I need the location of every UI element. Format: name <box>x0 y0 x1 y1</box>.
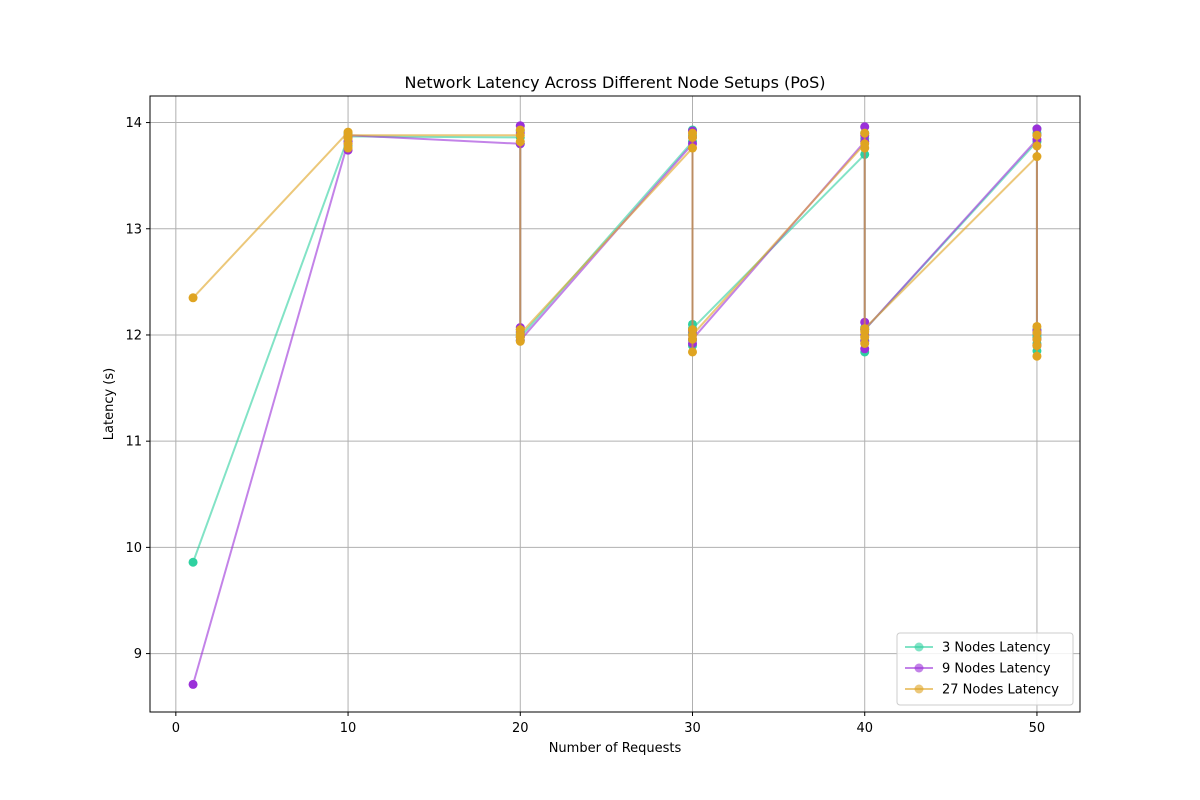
legend-box <box>896 632 1074 706</box>
data-point <box>688 128 697 138</box>
x-axis-label: Number of Requests <box>549 741 682 756</box>
x-tick-label: 0 <box>172 721 180 736</box>
x-tick-label: 30 <box>684 721 701 736</box>
x-tick-label: 10 <box>340 721 357 736</box>
data-point <box>688 330 697 340</box>
data-point <box>860 338 870 348</box>
data-point <box>343 143 353 153</box>
y-tick-label: 12 <box>125 328 142 343</box>
legend-label: 3 Nodes Latency <box>942 641 1051 656</box>
data-point <box>515 137 525 147</box>
data-point <box>1032 124 1042 134</box>
legend-swatch-marker <box>914 642 924 652</box>
legend-item: 3 Nodes Latency <box>905 641 1051 656</box>
data-point <box>1032 351 1042 361</box>
data-point <box>515 125 525 135</box>
y-tick-label: 11 <box>125 435 142 450</box>
data-point <box>1032 141 1042 151</box>
data-point <box>860 332 870 342</box>
legend-item: 27 Nodes Latency <box>905 683 1059 698</box>
data-point <box>188 557 198 567</box>
data-point <box>343 130 353 140</box>
chart-title: Network Latency Across Different Node Se… <box>405 73 826 92</box>
plot-frame <box>149 95 1081 713</box>
legend-item: 9 Nodes Latency <box>905 662 1051 677</box>
data-point <box>860 324 870 334</box>
legend-swatch-marker <box>914 663 924 673</box>
data-point <box>1032 341 1042 351</box>
y-axis-label: Latency (s) <box>102 368 117 440</box>
data-point <box>860 128 870 138</box>
legend: 3 Nodes Latency 9 Nodes Latency 27 Nodes L… <box>896 632 1074 706</box>
data-point <box>188 293 198 303</box>
x-tick-label: 20 <box>512 721 529 736</box>
data-point <box>1032 328 1042 338</box>
x-tick-label: 50 <box>1029 721 1046 736</box>
legend-label: 9 Nodes Latency <box>942 662 1051 677</box>
data-point <box>688 347 697 357</box>
series-3 <box>188 125 1042 361</box>
plot-area <box>150 96 1080 712</box>
ticks: 0 10 20 30 40 50 9 10 11 12 13 14 <box>125 116 1045 736</box>
data-point <box>1032 152 1042 162</box>
data-point <box>860 143 870 153</box>
data-point <box>1032 130 1042 140</box>
data-point <box>515 329 525 339</box>
y-tick-label: 10 <box>125 541 142 556</box>
data-point <box>1032 321 1042 331</box>
legend-swatch-marker <box>914 684 924 694</box>
y-tick-label: 14 <box>125 116 142 131</box>
y-tick-label: 13 <box>125 222 142 237</box>
x-tick-label: 40 <box>856 721 873 736</box>
legend-label: 27 Nodes Latency <box>942 683 1059 698</box>
series-layer <box>188 121 1042 689</box>
data-point <box>188 679 198 689</box>
data-point <box>1032 334 1042 344</box>
y-tick-label: 9 <box>134 647 142 662</box>
data-point <box>688 143 697 153</box>
data-point <box>860 122 870 132</box>
